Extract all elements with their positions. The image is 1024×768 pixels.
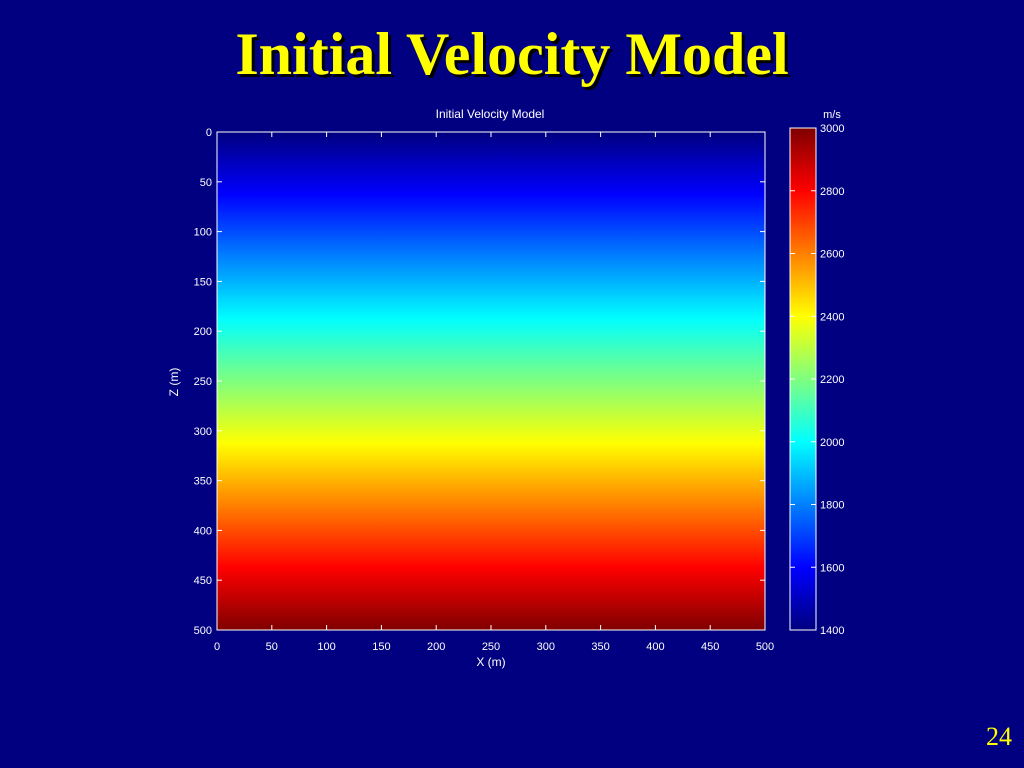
y-tick-label: 100 <box>194 227 212 239</box>
x-tick-label: 400 <box>646 641 664 653</box>
y-tick-label: 500 <box>194 625 212 637</box>
y-tick-label: 0 <box>206 127 212 139</box>
y-tick-label: 450 <box>194 575 212 587</box>
y-tick-label: 250 <box>194 376 212 388</box>
colorbar-tick-label: 2000 <box>820 437 844 449</box>
y-axis-ticks: 0 50 100 150 200 250 300 350 400 450 500 <box>194 127 765 637</box>
x-axis-label: X (m) <box>476 655 505 669</box>
x-tick-label: 450 <box>701 641 719 653</box>
x-tick-label: 150 <box>372 641 390 653</box>
y-axis-label: Z (m) <box>167 368 181 397</box>
colorbar-tick-label: 2800 <box>820 186 844 198</box>
y-tick-label: 50 <box>200 177 212 189</box>
colorbar-tick-label: 1400 <box>820 625 844 637</box>
x-tick-label: 250 <box>482 641 500 653</box>
colorbar-tick-label: 2600 <box>820 249 844 261</box>
slide-title: Initial Velocity Model <box>235 21 789 87</box>
colorbar-tick-label: 2200 <box>820 374 844 386</box>
y-tick-label: 400 <box>194 525 212 537</box>
colorbar-label: m/s <box>823 109 841 121</box>
colorbar-tick-label: 2400 <box>820 311 844 323</box>
x-tick-label: 200 <box>427 641 445 653</box>
colorbar-tick-label: 1600 <box>820 562 844 574</box>
chart-title: Initial Velocity Model <box>436 107 545 121</box>
colorbar-tick-label: 3000 <box>820 123 844 135</box>
x-tick-label: 500 <box>756 641 774 653</box>
velocity-heatmap <box>217 132 765 630</box>
x-tick-label: 350 <box>591 641 609 653</box>
y-tick-label: 300 <box>194 426 212 438</box>
x-tick-label: 300 <box>537 641 555 653</box>
y-tick-label: 150 <box>194 276 212 288</box>
x-tick-label: 0 <box>214 641 220 653</box>
x-tick-label: 50 <box>266 641 278 653</box>
x-tick-label: 100 <box>317 641 335 653</box>
y-tick-label: 350 <box>194 476 212 488</box>
y-tick-label: 200 <box>194 326 212 338</box>
page-number: 24 <box>986 722 1012 751</box>
colorbar-tick-label: 1800 <box>820 500 844 512</box>
colorbar-ticks: 1400 1600 1800 2000 2200 2400 2600 2800 3000 <box>790 123 844 637</box>
x-axis-ticks: 0 50 100 150 200 250 300 350 400 450 500 <box>214 132 774 653</box>
